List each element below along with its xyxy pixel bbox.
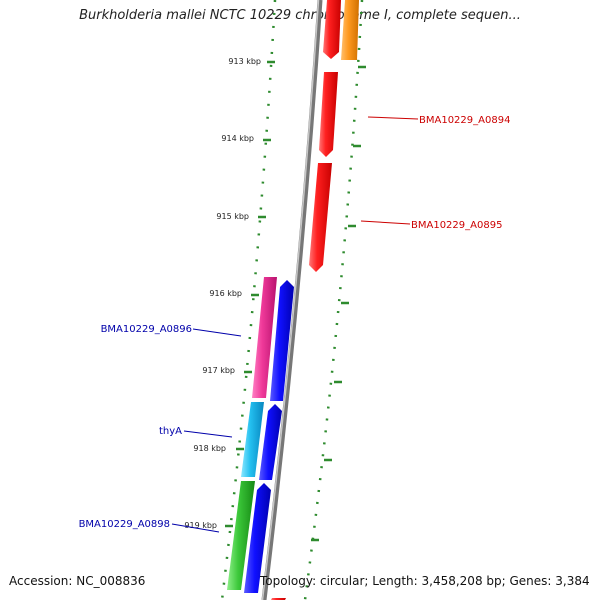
leader-a0895 <box>360 220 411 225</box>
tick-label-917: 917 kbp <box>202 366 235 375</box>
ruler-ticks <box>225 60 275 528</box>
genome-backbone-highlight <box>261 0 320 600</box>
tick-label-918: 918 kbp <box>193 444 226 453</box>
label-thya[interactable]: thyA <box>159 426 182 437</box>
leader-a0894 <box>367 116 419 120</box>
genome-backbone <box>261 0 323 600</box>
tick-label-919: 919 kbp <box>184 521 217 530</box>
tick-label-915: 915 kbp <box>216 212 249 221</box>
label-bma10229-a0896[interactable]: BMA10229_A0896 <box>101 324 192 335</box>
gene-bma10229-a0896[interactable] <box>252 277 277 398</box>
topology-text: Topology: circular; Length: 3,458,208 bp… <box>260 574 590 588</box>
gene-blue-1[interactable] <box>270 280 294 401</box>
gene-thya[interactable] <box>241 402 264 477</box>
gene-blue-2[interactable] <box>259 404 282 480</box>
outer-ruler-ring <box>303 0 364 600</box>
inner-ruler-ring <box>220 0 277 600</box>
gene-bma10229-a0895[interactable] <box>309 163 332 272</box>
leader-a0898 <box>171 523 220 533</box>
gene-bma10229-a0898[interactable] <box>227 481 255 590</box>
accession-text: Accession: NC_008836 <box>9 574 146 588</box>
label-bma10229-a0898[interactable]: BMA10229_A0898 <box>79 519 170 530</box>
tick-label-914: 914 kbp <box>221 134 254 143</box>
label-bma10229-a0895[interactable]: BMA10229_A0895 <box>411 220 502 231</box>
leader-thya <box>183 430 233 438</box>
gene-top-orange[interactable] <box>341 0 359 60</box>
gene-bma10229-a0894[interactable] <box>319 72 338 157</box>
tick-label-916: 916 kbp <box>209 289 242 298</box>
outer-ring-ticks <box>311 65 366 542</box>
tick-label-913: 913 kbp <box>228 57 261 66</box>
map-title: Burkholderia mallei NCTC 10229 chromosom… <box>79 8 521 23</box>
leader-a0896 <box>192 328 242 337</box>
gene-blue-3[interactable] <box>244 483 271 593</box>
label-bma10229-a0894[interactable]: BMA10229_A0894 <box>419 115 510 126</box>
gene-top-red[interactable] <box>323 0 341 59</box>
